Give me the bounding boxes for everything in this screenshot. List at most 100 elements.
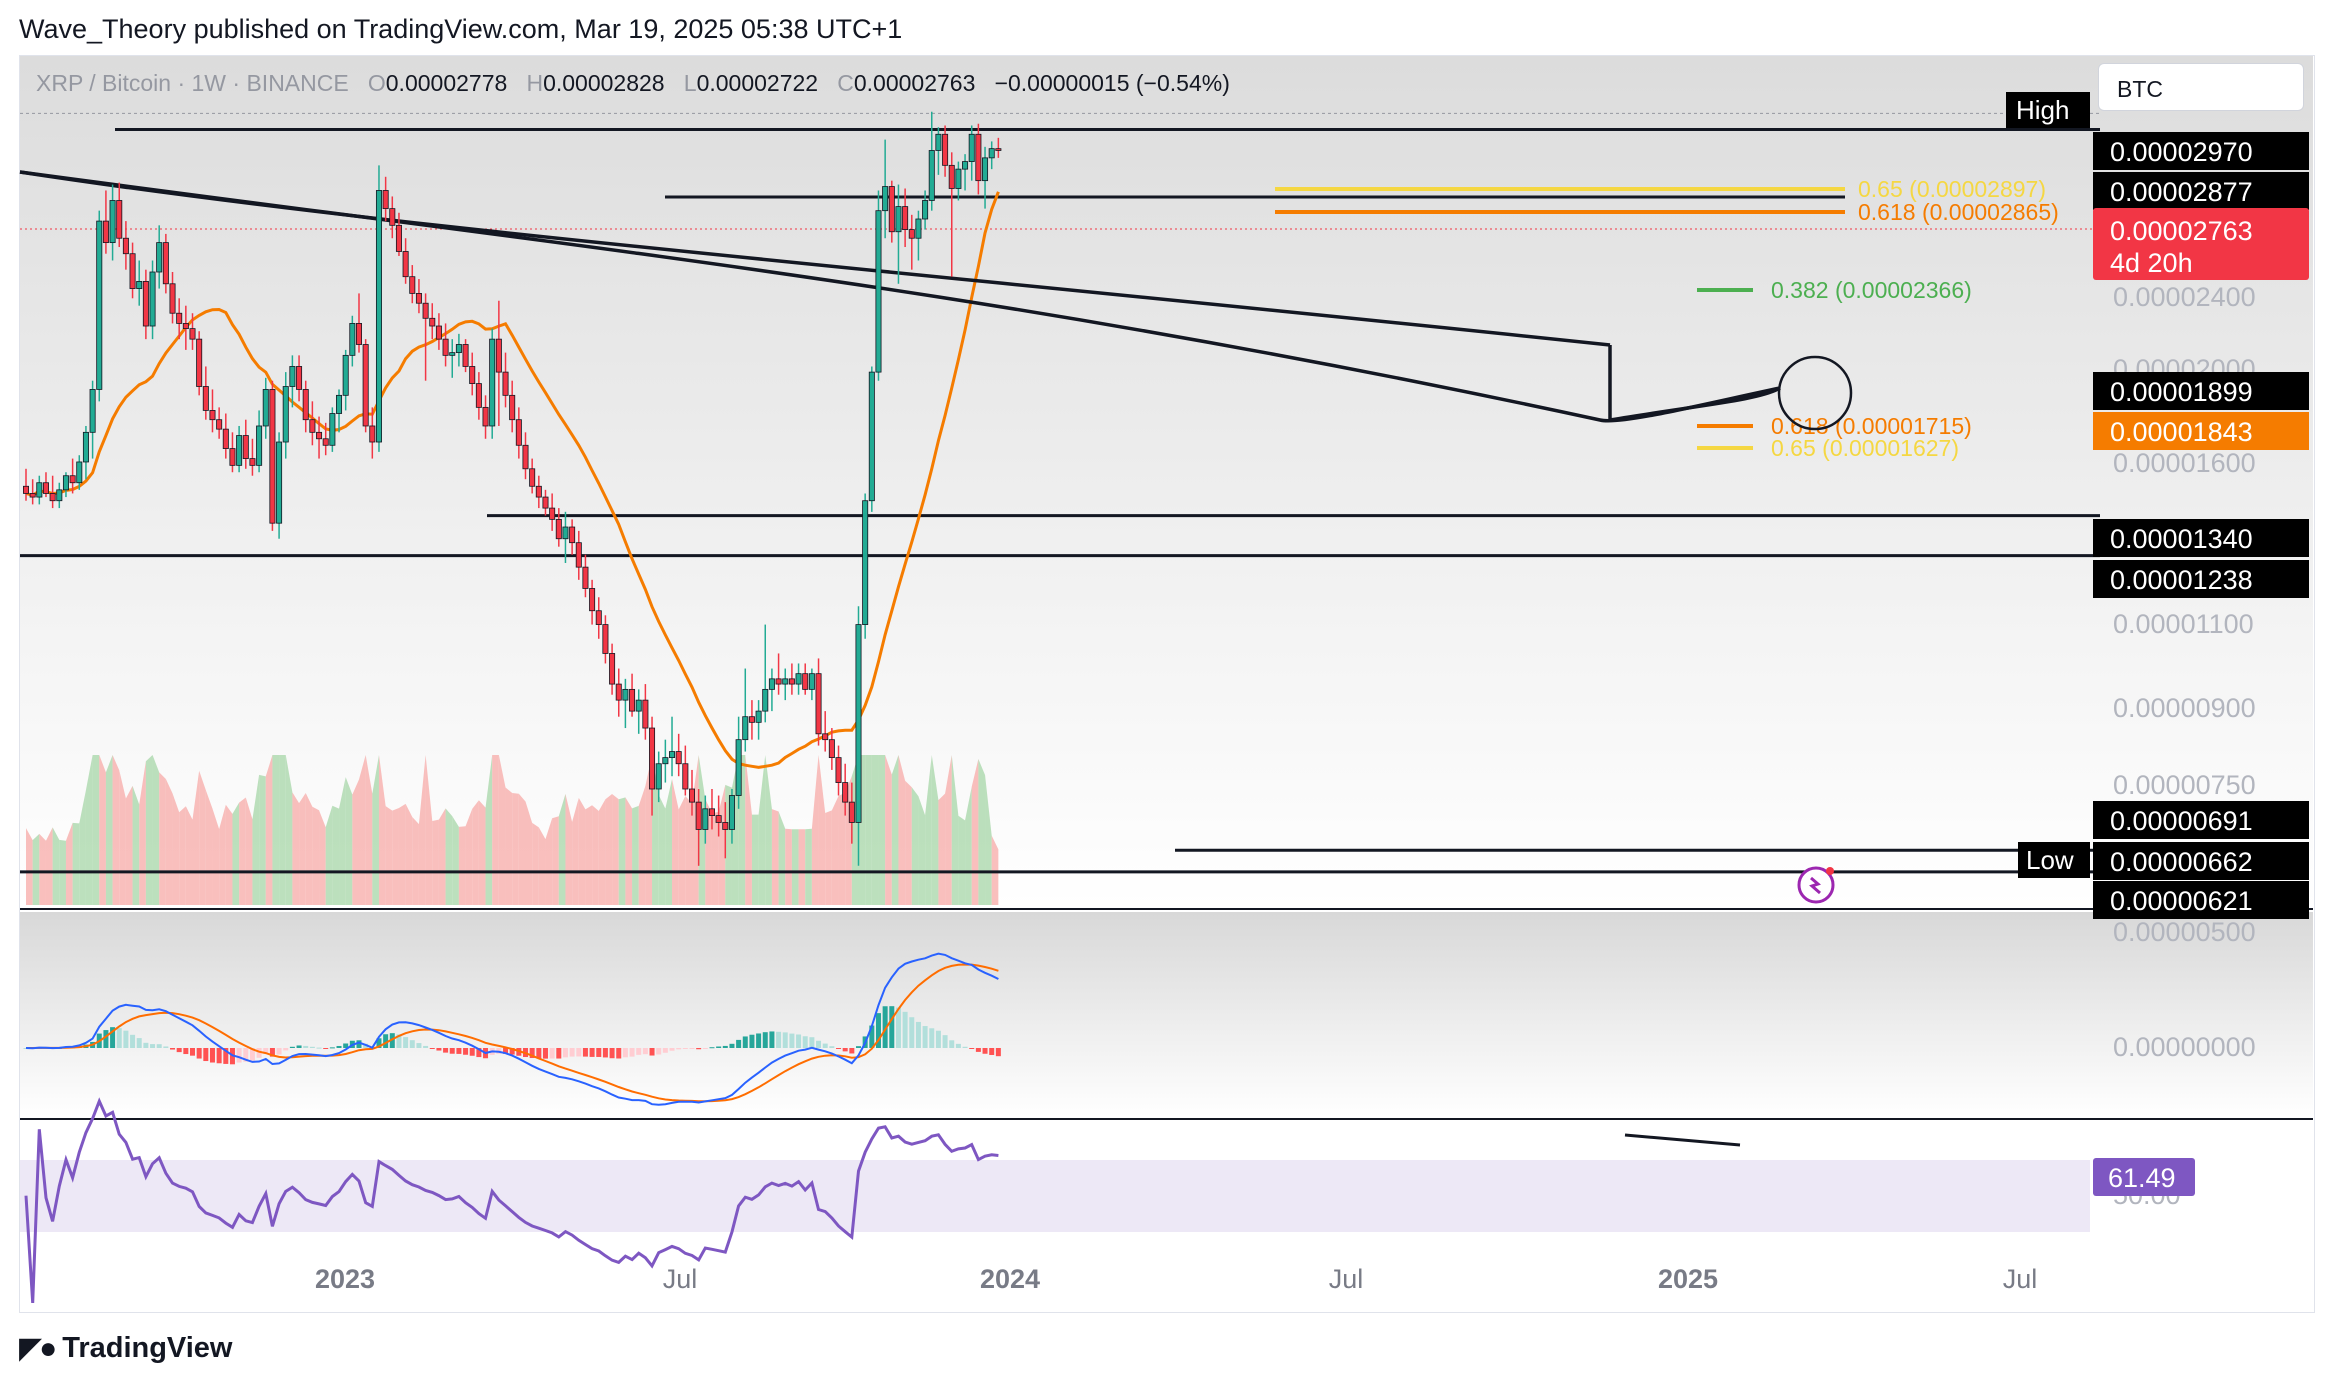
candle [462,339,469,373]
macd-histogram-bar [962,1046,968,1048]
volume-bar [325,805,333,905]
candle [622,678,629,729]
candle [289,355,296,408]
candle [702,795,709,844]
candle-body [455,344,462,354]
macd-histogram-bar [622,1048,628,1058]
price-tag: 0.00000662 [2093,842,2309,880]
macd-histogram-bar [283,1048,289,1051]
candle [582,554,589,598]
volume-bar [838,792,846,905]
low-tag-bg [2018,842,2090,878]
candle [276,432,283,539]
candle-body [382,190,389,210]
macd-histogram-bar [789,1033,795,1048]
volume-bar [612,794,619,905]
macd-histogram-bar [463,1048,469,1055]
volume-bar [72,822,80,905]
symbol-title[interactable]: XRP / Bitcoin · 1W · BINANCE [36,70,349,96]
volume-bar [711,811,719,905]
rsi-band [20,1160,2090,1232]
tradingview-logo[interactable]: ◤● TradingView [19,1331,233,1366]
macd-histogram-bar [509,1048,515,1055]
volume-bar [871,755,879,905]
candle-body [242,435,249,459]
candle-body [922,200,929,220]
current-price-label: 0.00002763 [2110,216,2253,246]
candle-body [49,493,56,502]
volume-bar [978,759,986,905]
rsi-indicator [24,1097,1741,1303]
macd-histogram-bar [303,1045,309,1048]
volume-bar [105,755,113,905]
macd-histogram-bar [103,1030,109,1048]
volume-bar [52,827,60,905]
price-tag: 0.00001899 [2093,372,2309,410]
candle [535,475,542,509]
macd-histogram-bar [163,1046,169,1048]
candle [975,123,982,195]
candle [149,260,156,340]
macd-histogram-bar [649,1048,655,1056]
macd-histogram-bar [296,1045,302,1048]
macd-histogram-bar [216,1048,222,1064]
volume-bar [245,797,253,905]
volume-bar [345,777,353,905]
candle-body [462,344,469,367]
candle [189,313,196,350]
candle-body [602,624,609,654]
candle-body [29,493,36,498]
candle [602,615,609,664]
candle [435,313,442,350]
countdown-label: 4d 20h [2110,248,2193,278]
rsi-tag-label: 61.49 [2108,1163,2176,1193]
macd-histogram-bar [556,1048,562,1059]
candle-body [862,500,869,625]
macd-histogram-bar [123,1030,129,1048]
candle-body [422,302,429,319]
candle [629,673,636,717]
candle [968,125,975,181]
volume-bar [445,808,453,905]
macd-histogram-bar [949,1040,955,1048]
price-tag: 0.00000621 [2093,881,2309,919]
macd-histogram-bar [536,1048,542,1059]
volume-bar [558,793,566,905]
candle-body [988,148,995,159]
volume-bar [139,761,146,905]
macd-histogram-bar [676,1048,682,1050]
candle [142,269,149,340]
volume-bar [199,770,206,905]
macd-histogram-bar [249,1048,255,1061]
divergence-line [1624,1133,1741,1147]
volume-bar [811,755,819,905]
candle [242,419,249,469]
volume-bar [259,774,266,905]
macd-histogram-bar [842,1048,848,1052]
candle-body [775,678,782,685]
macd-line [25,952,999,1106]
ma-black-line [19,170,1781,423]
volume-bar [165,778,173,905]
candle-body [695,801,702,830]
volume-bar [945,755,952,905]
candle [355,293,362,353]
candle-body [189,328,196,340]
candle [56,482,63,509]
currency-button[interactable]: BTC [2098,63,2304,111]
candle-body [669,751,676,759]
candles[interactable] [22,111,1002,866]
candle-body [309,419,316,433]
candle [136,260,143,306]
candle-body [89,389,96,433]
macd-histogram-bar [449,1048,455,1054]
candle [502,352,509,408]
candle [49,475,56,509]
candle [555,508,562,547]
price-tag-bg [2093,519,2309,557]
candle [202,366,209,420]
replay-icon[interactable] [1797,866,1835,904]
candle [69,458,76,494]
volume-bar [39,833,46,905]
